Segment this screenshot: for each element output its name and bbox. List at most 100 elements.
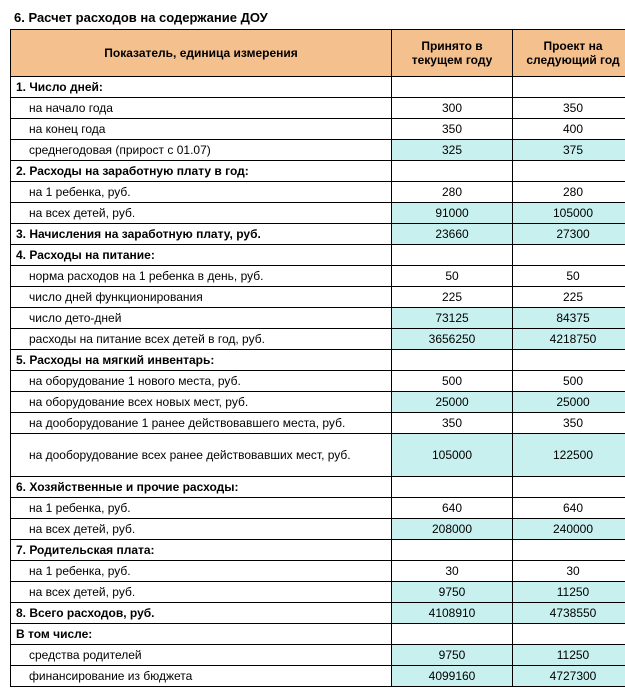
row-value-current: 25000	[392, 392, 513, 413]
row-label: 3. Начисления на заработную плату, руб.	[11, 224, 392, 245]
row-value-next	[513, 350, 625, 371]
row-value-next: 350	[513, 413, 625, 434]
row-label: 8. Всего расходов, руб.	[11, 603, 392, 624]
row-value-current: 280	[392, 182, 513, 203]
row-value-next: 500	[513, 371, 625, 392]
row-value-next: 4218750	[513, 329, 625, 350]
table-body: 1. Число дней:на начало года300350на кон…	[11, 77, 625, 687]
table-row: на конец года350400	[11, 119, 625, 140]
row-value-next: 27300	[513, 224, 625, 245]
row-label: на оборудование 1 нового места, руб.	[11, 371, 392, 392]
row-label: 5. Расходы на мягкий инвентарь:	[11, 350, 392, 371]
row-value-next: 640	[513, 498, 625, 519]
row-label: на всех детей, руб.	[11, 519, 392, 540]
row-value-next: 30	[513, 561, 625, 582]
row-label: 1. Число дней:	[11, 77, 392, 98]
row-value-current: 9750	[392, 582, 513, 603]
table-row: на оборудование 1 нового места, руб.5005…	[11, 371, 625, 392]
header-indicator: Показатель, единица измерения	[11, 30, 392, 77]
row-label: на всех детей, руб.	[11, 203, 392, 224]
table-row: на всех детей, руб.91000105000	[11, 203, 625, 224]
row-value-current	[392, 477, 513, 498]
row-value-next	[513, 540, 625, 561]
row-value-next	[513, 477, 625, 498]
row-value-current: 9750	[392, 645, 513, 666]
row-label: на 1 ребенка, руб.	[11, 498, 392, 519]
table-row: на оборудование всех новых мест, руб.250…	[11, 392, 625, 413]
table-row: на 1 ребенка, руб.640640	[11, 498, 625, 519]
row-label: на 1 ребенка, руб.	[11, 182, 392, 203]
row-value-next: 350	[513, 98, 625, 119]
table-row: В том числе:	[11, 624, 625, 645]
row-value-current	[392, 540, 513, 561]
row-value-next	[513, 77, 625, 98]
row-label: число дето-дней	[11, 308, 392, 329]
row-value-next: 122500	[513, 434, 625, 477]
table-row: расходы на питание всех детей в год, руб…	[11, 329, 625, 350]
table-row: число дней функционирования225225	[11, 287, 625, 308]
header-row: Показатель, единица измерения Принято в …	[11, 30, 625, 77]
table-row: среднегодовая (прирост с 01.07)325375	[11, 140, 625, 161]
table-row: на дооборудование всех ранее действовавш…	[11, 434, 625, 477]
table-row: 5. Расходы на мягкий инвентарь:	[11, 350, 625, 371]
table-row: 4. Расходы на питание:	[11, 245, 625, 266]
expense-table: Показатель, единица измерения Принято в …	[10, 29, 625, 687]
row-label: на начало года	[11, 98, 392, 119]
table-row: на всех детей, руб.208000240000	[11, 519, 625, 540]
row-value-current: 300	[392, 98, 513, 119]
row-value-next	[513, 245, 625, 266]
row-value-next: 11250	[513, 645, 625, 666]
table-row: 8. Всего расходов, руб.41089104738550	[11, 603, 625, 624]
row-label: 4. Расходы на питание:	[11, 245, 392, 266]
row-value-current: 4108910	[392, 603, 513, 624]
row-value-current: 4099160	[392, 666, 513, 687]
row-value-current: 640	[392, 498, 513, 519]
row-value-current: 350	[392, 413, 513, 434]
table-row: 6. Хозяйственные и прочие расходы:	[11, 477, 625, 498]
row-value-current	[392, 77, 513, 98]
table-row: 2. Расходы на заработную плату в год:	[11, 161, 625, 182]
row-label: на дооборудование всех ранее действовавш…	[11, 434, 392, 477]
row-label: число дней функционирования	[11, 287, 392, 308]
row-label: на конец года	[11, 119, 392, 140]
row-label: на всех детей, руб.	[11, 582, 392, 603]
row-value-current: 3656250	[392, 329, 513, 350]
table-row: 3. Начисления на заработную плату, руб.2…	[11, 224, 625, 245]
row-value-next: 11250	[513, 582, 625, 603]
page-title: 6. Расчет расходов на содержание ДОУ	[10, 10, 615, 25]
table-row: средства родителей975011250	[11, 645, 625, 666]
row-value-current	[392, 624, 513, 645]
row-value-next	[513, 624, 625, 645]
row-value-current	[392, 350, 513, 371]
row-value-current: 30	[392, 561, 513, 582]
header-current-year: Принято в текущем году	[392, 30, 513, 77]
row-value-current: 105000	[392, 434, 513, 477]
row-label: среднегодовая (прирост с 01.07)	[11, 140, 392, 161]
row-label: 6. Хозяйственные и прочие расходы:	[11, 477, 392, 498]
row-value-current: 50	[392, 266, 513, 287]
row-value-current: 225	[392, 287, 513, 308]
row-label: на дооборудование 1 ранее действовавшего…	[11, 413, 392, 434]
table-row: 1. Число дней:	[11, 77, 625, 98]
row-value-next: 105000	[513, 203, 625, 224]
row-value-next: 280	[513, 182, 625, 203]
table-row: норма расходов на 1 ребенка в день, руб.…	[11, 266, 625, 287]
row-label: расходы на питание всех детей в год, руб…	[11, 329, 392, 350]
row-value-current: 73125	[392, 308, 513, 329]
row-value-next: 4738550	[513, 603, 625, 624]
row-value-next: 375	[513, 140, 625, 161]
table-row: финансирование из бюджета40991604727300	[11, 666, 625, 687]
row-label: норма расходов на 1 ребенка в день, руб.	[11, 266, 392, 287]
row-value-next: 225	[513, 287, 625, 308]
table-row: на всех детей, руб.975011250	[11, 582, 625, 603]
row-value-next: 4727300	[513, 666, 625, 687]
row-value-current: 91000	[392, 203, 513, 224]
row-value-current	[392, 245, 513, 266]
row-value-next	[513, 161, 625, 182]
row-value-current: 350	[392, 119, 513, 140]
table-row: число дето-дней7312584375	[11, 308, 625, 329]
table-row: на начало года300350	[11, 98, 625, 119]
row-label: 7. Родительская плата:	[11, 540, 392, 561]
row-value-current: 23660	[392, 224, 513, 245]
row-value-next: 400	[513, 119, 625, 140]
